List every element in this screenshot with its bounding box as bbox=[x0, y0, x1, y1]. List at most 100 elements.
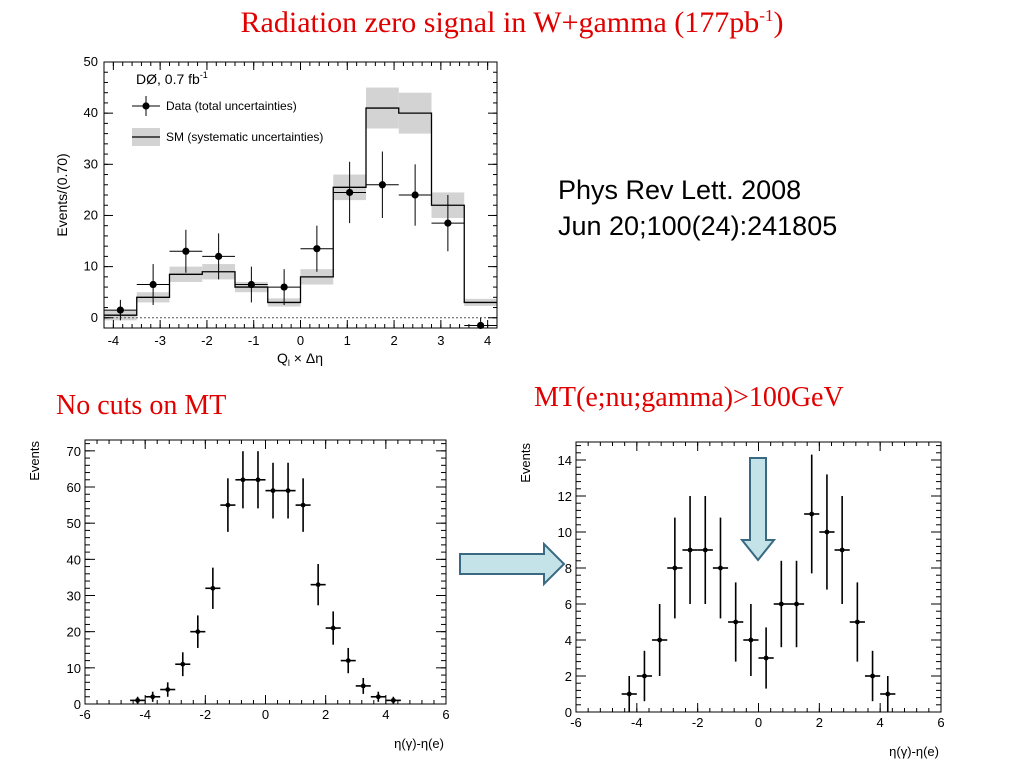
data-point bbox=[345, 658, 351, 664]
y-tick-label: 6 bbox=[565, 597, 572, 612]
data-point bbox=[687, 547, 693, 553]
data-point bbox=[702, 547, 708, 553]
data-point bbox=[247, 280, 255, 289]
y-tick-label: 30 bbox=[84, 156, 98, 171]
x-tick-label: 3 bbox=[437, 333, 444, 348]
data-point bbox=[240, 477, 246, 483]
x-axis-label-sub: l bbox=[288, 358, 290, 368]
down-arrow-icon bbox=[740, 457, 776, 562]
x-axis-label: η(γ)-η(e) bbox=[889, 744, 939, 759]
sm-band-bin bbox=[300, 269, 334, 285]
data-point bbox=[165, 687, 171, 692]
y-tick-label: 0 bbox=[565, 705, 572, 720]
y-tick-label: 50 bbox=[84, 54, 98, 69]
slide-title-end: ) bbox=[773, 6, 784, 39]
x-tick-label: -1 bbox=[248, 333, 260, 348]
y-tick-label: 0 bbox=[74, 697, 81, 712]
data-point bbox=[270, 488, 276, 494]
sm-band-bin bbox=[431, 192, 465, 219]
data-point bbox=[135, 697, 141, 703]
sm-band-bin bbox=[267, 298, 301, 307]
x-tick-label: -3 bbox=[154, 333, 166, 348]
reference-block: Phys Rev Lett. 2008 Jun 20;100(24):24180… bbox=[558, 172, 837, 244]
experiment-label-main: DØ, 0.7 fb bbox=[136, 71, 200, 87]
sm-band-bin bbox=[464, 298, 497, 307]
data-point bbox=[300, 502, 306, 508]
data-point bbox=[195, 629, 201, 635]
legend-data-marker bbox=[142, 102, 150, 110]
data-point bbox=[839, 547, 845, 553]
y-tick-label: 20 bbox=[67, 625, 81, 640]
data-point bbox=[854, 619, 860, 625]
x-tick-label: 6 bbox=[937, 715, 944, 730]
data-point bbox=[763, 655, 769, 661]
data-point bbox=[215, 252, 223, 260]
x-tick-label: 4 bbox=[382, 707, 389, 722]
x-axis-label-rest: × Δη bbox=[290, 350, 323, 366]
sm-band-bin bbox=[398, 92, 432, 134]
data-point bbox=[180, 661, 186, 667]
legend-data-label: Data (total uncertainties) bbox=[166, 99, 297, 113]
x-tick-label: -4 bbox=[108, 333, 120, 348]
data-point bbox=[346, 188, 354, 197]
y-tick-label: 10 bbox=[84, 259, 98, 274]
x-tick-label: -6 bbox=[79, 707, 91, 722]
x-axis-label-main: Q bbox=[277, 350, 288, 366]
data-point bbox=[672, 565, 678, 571]
sm-band-bin bbox=[136, 292, 170, 303]
sm-band-bin bbox=[333, 174, 366, 201]
y-tick-label: 0 bbox=[91, 310, 98, 325]
right-arrow-icon bbox=[459, 542, 566, 587]
data-point bbox=[375, 694, 381, 700]
data-point bbox=[150, 694, 156, 700]
x-tick-label: -2 bbox=[692, 715, 704, 730]
data-point bbox=[313, 245, 321, 253]
x-tick-label: 4 bbox=[484, 333, 491, 348]
x-tick-label: 6 bbox=[442, 707, 449, 722]
sm-band-bin bbox=[169, 266, 203, 282]
subtitle-mt-cut: MT(e;nu;gamma)>100GeV bbox=[534, 382, 844, 413]
sm-band-bin bbox=[366, 87, 399, 129]
sm-band-bin bbox=[104, 310, 137, 321]
y-tick-label: 14 bbox=[558, 453, 572, 468]
experiment-label-sup: -1 bbox=[200, 70, 208, 80]
plot-frame bbox=[103, 61, 498, 329]
x-tick-label: 0 bbox=[755, 715, 762, 730]
x-tick-label: 0 bbox=[262, 707, 269, 722]
data-point bbox=[626, 691, 632, 697]
data-point bbox=[315, 582, 321, 588]
slide-title-sup: -1 bbox=[759, 6, 774, 25]
reference-line-1: Phys Rev Lett. 2008 bbox=[558, 175, 802, 205]
data-point bbox=[733, 619, 739, 625]
x-tick-label: -2 bbox=[201, 333, 213, 348]
data-point bbox=[642, 673, 647, 679]
y-tick-label: 40 bbox=[84, 105, 98, 120]
x-tick-label: 2 bbox=[390, 333, 397, 348]
data-point bbox=[477, 321, 485, 330]
sm-step-line bbox=[104, 107, 497, 316]
y-tick-label: 70 bbox=[67, 444, 81, 459]
x-tick-label: -6 bbox=[570, 715, 582, 730]
data-point bbox=[748, 637, 754, 643]
plot-frame bbox=[84, 439, 447, 705]
data-point bbox=[411, 191, 419, 199]
y-tick-label: 2 bbox=[565, 669, 572, 684]
experiment-label: DØ, 0.7 fb-1 bbox=[136, 70, 208, 87]
data-point bbox=[885, 691, 891, 697]
data-point bbox=[778, 601, 784, 607]
data-point bbox=[280, 283, 288, 291]
x-tick-label: 0 bbox=[297, 333, 304, 348]
data-point bbox=[116, 306, 124, 314]
data-point bbox=[794, 601, 799, 607]
y-axis-label: Events bbox=[518, 443, 533, 483]
legend-sm-label: SM (systematic uncertainties) bbox=[166, 130, 323, 144]
data-point bbox=[657, 637, 663, 643]
y-tick-label: 4 bbox=[565, 633, 572, 648]
x-tick-label: -2 bbox=[200, 707, 212, 722]
x-tick-label: -4 bbox=[139, 707, 151, 722]
y-tick-label: 10 bbox=[558, 525, 572, 540]
data-point bbox=[378, 181, 386, 189]
